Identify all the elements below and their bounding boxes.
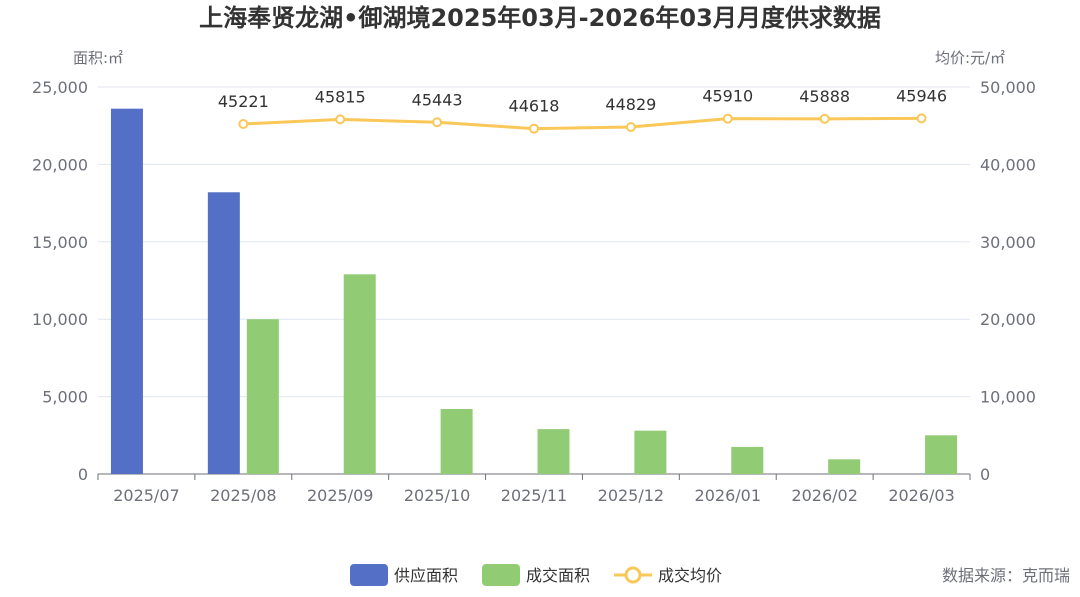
y-left-tick-label: 25,000	[32, 78, 88, 97]
legend-swatch-deal-area	[482, 564, 520, 586]
bar-deal-area	[246, 319, 279, 474]
x-tick-label: 2026/01	[695, 486, 761, 505]
x-tick-label: 2025/12	[598, 486, 664, 505]
bar-deal-area	[440, 408, 473, 474]
legend-marker-deal-price	[624, 566, 642, 584]
price-data-label: 45946	[896, 86, 947, 105]
bar-deal-area	[537, 429, 570, 474]
y-right-tick-label: 50,000	[980, 78, 1036, 97]
price-data-label: 45221	[218, 92, 269, 111]
bar-deal-area	[634, 430, 667, 474]
x-tick-label: 2025/11	[501, 486, 567, 505]
x-tick-label: 2025/08	[210, 486, 276, 505]
legend-label-deal-area: 成交面积	[526, 566, 590, 585]
axis-layer: 0 0 5,000 10,000 10,000 20,000 15,000 30,000 20,…	[32, 78, 1036, 505]
price-point	[238, 118, 249, 129]
bar-deal-area	[731, 446, 764, 474]
y-left-tick-label: 10,000	[32, 310, 88, 329]
y-right-tick-label: 10,000	[980, 388, 1036, 407]
price-point	[819, 113, 830, 124]
y-left-axis-title: 面积:㎡	[73, 49, 123, 67]
grid-layer	[98, 86, 970, 398]
y-right-tick-label: 40,000	[980, 155, 1036, 174]
bar-deal-area	[925, 435, 958, 474]
y-left-tick-label: 20,000	[32, 155, 88, 174]
price-data-label: 45910	[702, 87, 753, 106]
y-left-tick-label: 15,000	[32, 233, 88, 252]
price-point	[335, 114, 346, 125]
legend-item-deal-price[interactable]: 成交均价	[614, 566, 722, 585]
y-right-axis-title: 均价:元/㎡	[935, 49, 1005, 67]
bar-supply-area	[207, 192, 240, 474]
legend-label-supply-area: 供应面积	[394, 566, 458, 585]
price-point	[529, 123, 539, 134]
x-tick-label: 2026/02	[791, 486, 857, 505]
bar-supply-area	[110, 108, 143, 474]
price-point	[625, 122, 636, 133]
bar-deal-area	[828, 459, 861, 474]
x-tick-label: 2025/07	[113, 486, 179, 505]
price-data-label: 45815	[315, 87, 366, 106]
chart-title: 上海奉贤龙湖•御湖境2025年03月-2026年03月月度供求数据	[199, 4, 881, 32]
legend-swatch-supply-area	[350, 564, 388, 586]
legend-label-deal-price: 成交均价	[658, 566, 722, 585]
price-point	[916, 113, 927, 124]
y-left-tick-label: 5,000	[42, 388, 88, 407]
legend-item-supply-area[interactable]: 供应面积	[350, 564, 458, 586]
bar-deal-area	[343, 274, 376, 474]
price-data-label: 45888	[799, 87, 850, 106]
bar-layer	[110, 108, 958, 474]
x-tick-label: 2025/10	[404, 486, 470, 505]
y-right-tick-label: 0	[980, 465, 990, 484]
price-point	[432, 117, 443, 128]
line-layer	[238, 113, 927, 134]
price-data-label: 45443	[412, 90, 463, 109]
x-tick-label: 2025/09	[307, 486, 373, 505]
price-line	[243, 116, 922, 131]
y-left-tick-label: 0	[78, 465, 88, 484]
y-right-tick-label: 20,000	[980, 310, 1036, 329]
y-right-tick-label: 30,000	[980, 233, 1036, 252]
price-data-label: 44829	[605, 95, 656, 114]
price-data-label: 44618	[509, 97, 560, 116]
data-source: 数据来源：克而瑞	[942, 566, 1070, 585]
legend: 供应面积 成交面积 成交均价	[350, 564, 722, 586]
x-tick-label: 2026/03	[888, 486, 954, 505]
price-point	[722, 113, 733, 124]
label-layer: 45221 45815 45443 44618 44829 45910 45888 45946	[218, 86, 947, 115]
legend-item-deal-area[interactable]: 成交面积	[482, 564, 590, 586]
